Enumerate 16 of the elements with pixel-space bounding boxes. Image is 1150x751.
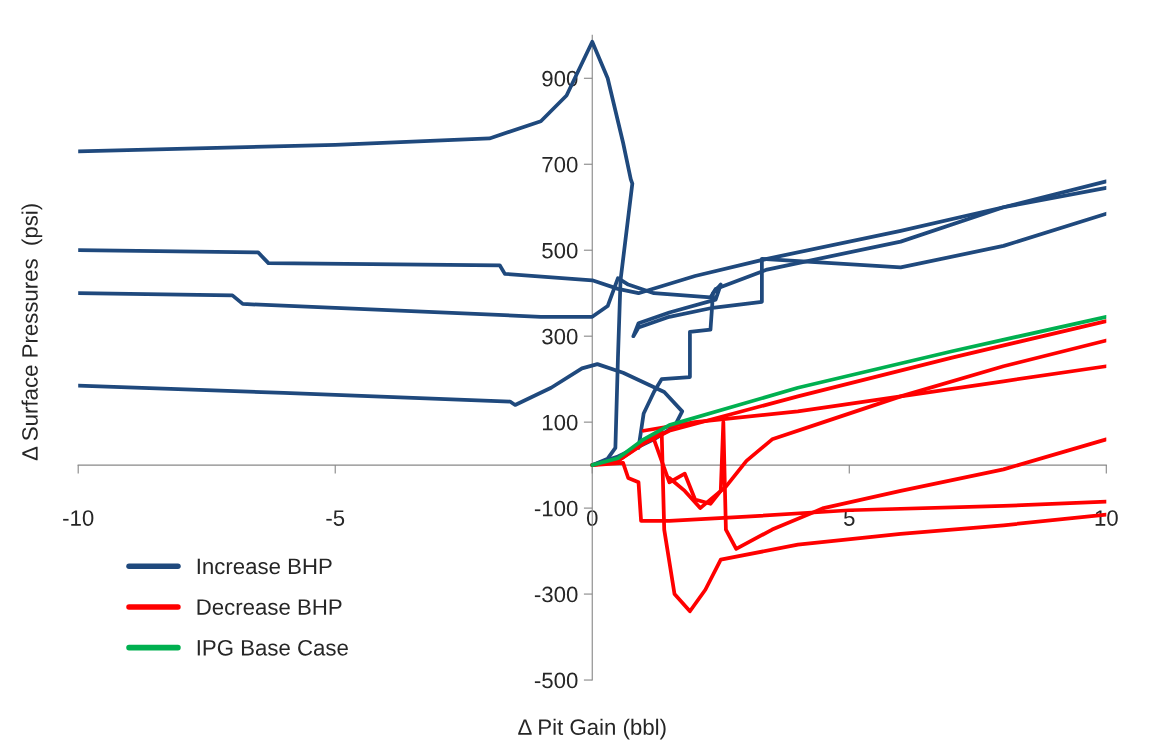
legend-label: IPG Base Case [197, 639, 348, 656]
x-axis-title: Δ Pit Gain (bbl) [518, 718, 666, 740]
y-tick-label: -100 [534, 500, 578, 517]
x-tick-label: 10 [1095, 510, 1118, 526]
x-tick-label: -5 [326, 510, 345, 526]
x-tick-label: -10 [63, 510, 94, 526]
legend-label: Increase BHP [197, 558, 332, 575]
y-axis-title: Δ Surface Pressures (psi) [21, 204, 43, 461]
x-tick-label: 0 [586, 510, 598, 526]
y-tick-label: -300 [534, 586, 578, 603]
y-tick-label: 100 [542, 414, 578, 431]
y-tick-label: 300 [542, 328, 578, 345]
y-tick-label: -500 [534, 672, 578, 689]
legend-label: Decrease BHP [197, 599, 342, 615]
y-tick-label: 700 [542, 156, 578, 173]
y-tick-label: 500 [542, 242, 578, 259]
